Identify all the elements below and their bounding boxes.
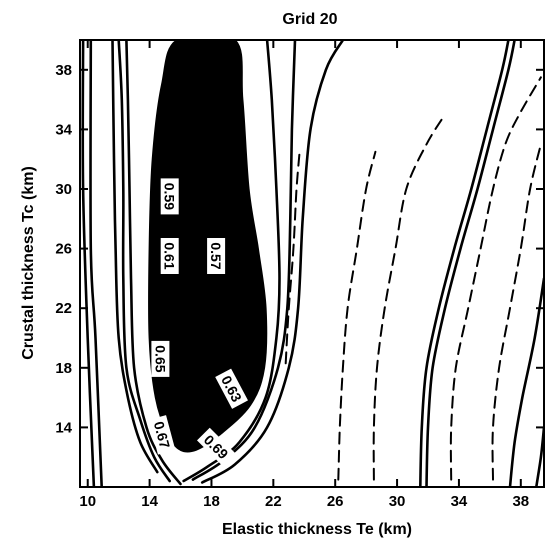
y-tick-label: 38 xyxy=(55,62,72,79)
contour-line xyxy=(419,40,510,487)
y-tick-label: 30 xyxy=(55,181,72,198)
contour-line xyxy=(535,426,544,487)
x-tick-label: 22 xyxy=(265,493,282,510)
contour-label-bg xyxy=(197,427,236,466)
contour-line xyxy=(200,40,345,484)
contour-line xyxy=(111,40,159,474)
contour-line xyxy=(491,143,542,481)
contour-label: 0.65 xyxy=(151,340,170,377)
x-axis-title: Elastic thickness Te (km) xyxy=(222,521,412,538)
chart-title: Grid 20 xyxy=(282,11,337,28)
x-tick-label: 10 xyxy=(79,493,96,510)
x-tick-label: 30 xyxy=(389,493,406,510)
contour-label-text: 0.61 xyxy=(162,242,178,269)
contour-label-bg xyxy=(151,340,170,377)
contour-line xyxy=(89,40,103,487)
x-tick-label: 34 xyxy=(451,493,468,510)
y-axis-title: Crustal thickness Tc (km) xyxy=(20,166,37,360)
plot-frame xyxy=(79,39,545,488)
y-tick-label: 34 xyxy=(55,121,72,138)
y-tick-label: 22 xyxy=(55,300,72,317)
contour-label-text: 0.59 xyxy=(162,183,178,210)
contour-label: 0.57 xyxy=(207,238,226,274)
x-tick-label: 26 xyxy=(327,493,344,510)
plot-area: 0.590.61 0.570.650.630.67 0.69 xyxy=(81,40,544,487)
contour-label-text: 0.57 xyxy=(208,242,224,269)
contour-label-bg xyxy=(160,238,179,274)
contour-label-text: 0.67 xyxy=(151,420,174,451)
contour-line xyxy=(449,76,542,481)
contour-label: 0.59 xyxy=(160,178,179,215)
contour-line xyxy=(372,113,446,481)
x-tick-label: 18 xyxy=(203,493,220,510)
contour-line xyxy=(284,150,301,365)
contour-label: 0.61 xyxy=(160,238,179,274)
contour-line xyxy=(508,277,544,487)
x-tick-label: 38 xyxy=(512,493,529,510)
contour-label-bg xyxy=(215,368,248,409)
contour-label-bg xyxy=(207,238,226,274)
y-tick-label: 18 xyxy=(55,360,72,377)
contour-line xyxy=(425,40,516,487)
contour-label-bg xyxy=(160,178,179,215)
contour-line xyxy=(117,40,171,483)
y-tick-label: 26 xyxy=(55,241,72,258)
contour-line xyxy=(337,150,377,481)
y-axis: 14 18 22 26 30 34 38 xyxy=(55,62,544,436)
x-tick-label: 14 xyxy=(141,493,158,510)
contour-label-text: 0.65 xyxy=(152,345,168,372)
contour-line xyxy=(81,40,96,487)
x-axis: 10 14 18 22 26 30 34 38 xyxy=(79,40,529,510)
y-tick-label: 14 xyxy=(55,419,72,436)
